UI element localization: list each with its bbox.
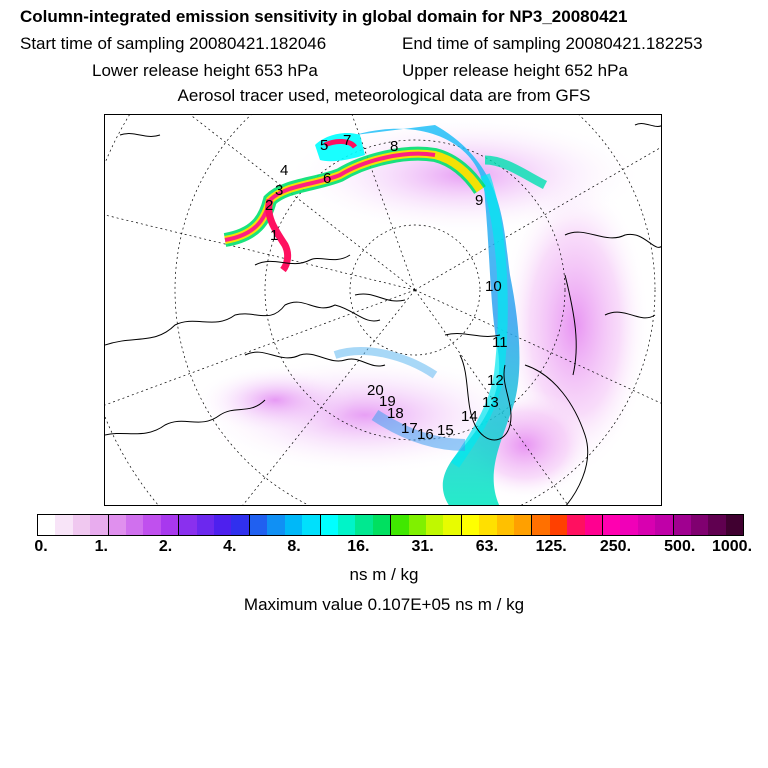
colorbar-swatch: [461, 515, 480, 535]
maximum-value-text: Maximum value 0.107E+05 ns m / kg: [243, 595, 525, 614]
trajectory-label: 12: [487, 372, 504, 389]
colorbar-tick-label: 250.: [599, 538, 632, 555]
colorbar-swatch: [214, 515, 232, 535]
colorbar-swatch: [513, 515, 533, 535]
colorbar-tick-label: 16.: [347, 538, 370, 555]
colorbar-swatch: [337, 515, 356, 535]
trajectory-label: 11: [492, 334, 508, 351]
coastlines: [105, 123, 661, 505]
colorbar-swatch: [549, 515, 568, 535]
trajectory-label: 20: [367, 382, 384, 399]
colorbar-swatch: [567, 515, 585, 535]
colorbar-swatch: [584, 515, 603, 535]
colorbar-tick-label: 0.: [34, 538, 48, 555]
colorbar-swatch: [708, 515, 726, 535]
trajectory-label: 18: [387, 405, 404, 422]
colorbar-swatch: [249, 515, 268, 535]
trajectory-label: 6: [323, 170, 331, 187]
colorbar-swatch: [267, 515, 285, 535]
trajectory-label: 13: [482, 394, 499, 411]
colorbar-tick-labels: 0. 1. 2. 4. 8. 16. 31. 63. 125. 250. 500. 1000.: [0, 538, 768, 558]
sampling-end-text: End time of sampling 20080421.182253: [402, 34, 703, 53]
colorbar-swatch: [673, 515, 692, 535]
colorbar-tick-label: 31.: [411, 538, 434, 555]
colorbar-swatch: [196, 515, 215, 535]
colorbar-swatch: [408, 515, 426, 535]
colorbar-swatch: [637, 515, 656, 535]
trajectory-label: 8: [390, 138, 398, 155]
colorbar-swatch: [302, 515, 321, 535]
colorbar-swatch: [231, 515, 250, 535]
lower-release-height-text: Lower release height 653 hPa: [92, 61, 318, 80]
colorbar-swatch: [72, 515, 91, 535]
colorbar-swatch: [55, 515, 73, 535]
tracer-info-text: Aerosol tracer used, meteorological data…: [177, 86, 591, 105]
colorbar-swatch: [425, 515, 444, 535]
sampling-start-text: Start time of sampling 20080421.182046: [20, 34, 327, 53]
trajectory-label: 19: [379, 393, 396, 410]
trajectory-label: 14: [461, 408, 478, 425]
colorbar-tick-label: 4.: [223, 538, 237, 555]
trajectory-label: 16: [417, 426, 434, 443]
colorbar-swatch: [603, 515, 621, 535]
colorbar-swatch: [496, 515, 514, 535]
colorbar-tick-label: 125.: [535, 538, 567, 555]
trajectory-label: 2: [265, 197, 273, 214]
colorbar-swatch: [160, 515, 180, 535]
colorbar-tick-label: 500.: [664, 538, 696, 555]
colorbar-unit-label: ns m / kg: [349, 565, 419, 584]
colorbar-swatch: [532, 515, 550, 535]
colorbar-tick-label: 1.: [94, 538, 108, 555]
colorbar-swatch: [655, 515, 674, 535]
colorbar-tick-label: 1000.: [711, 538, 753, 555]
colorbar: [37, 514, 744, 536]
colorbar-swatch: [38, 515, 56, 535]
trajectory-label: 7: [343, 132, 351, 149]
colorbar-swatch: [90, 515, 109, 535]
trajectory-label: 4: [280, 162, 288, 179]
colorbar-swatch: [126, 515, 144, 535]
trajectory-label: 3: [275, 182, 283, 199]
colorbar-swatch: [355, 515, 373, 535]
colorbar-swatch: [179, 515, 197, 535]
plot-title: Column-integrated emission sensitivity i…: [20, 7, 628, 26]
colorbar-swatch: [108, 515, 127, 535]
trajectory-label: 15: [437, 422, 454, 439]
colorbar-swatch: [143, 515, 161, 535]
upper-release-height-text: Upper release height 652 hPa: [402, 61, 628, 80]
colorbar-swatch: [391, 515, 409, 535]
colorbar-swatch: [620, 515, 638, 535]
colorbar-swatch: [479, 515, 497, 535]
colorbar-swatch: [725, 515, 744, 535]
trajectory-label: 1: [270, 227, 278, 244]
trajectory-label: 5: [320, 137, 328, 154]
colorbar-swatch: [372, 515, 392, 535]
colorbar-swatch: [443, 515, 462, 535]
trajectory-label: 17: [401, 420, 418, 437]
colorbar-tick-label: 2.: [158, 538, 173, 555]
colorbar-swatch: [320, 515, 338, 535]
colorbar-swatch: [284, 515, 303, 535]
trajectory-label: 10: [485, 278, 502, 295]
colorbar-tick-label: 8.: [287, 538, 301, 555]
trajectory-label: 9: [475, 192, 483, 209]
map-panel: 1 2 3 4 5 6 7 8 9 10 11 12 13 14 15 16 17 18 19 20: [104, 114, 662, 506]
colorbar-swatch: [691, 515, 709, 535]
sensitivity-field-southwest: [195, 365, 355, 435]
colorbar-tick-label: 63.: [475, 538, 499, 555]
